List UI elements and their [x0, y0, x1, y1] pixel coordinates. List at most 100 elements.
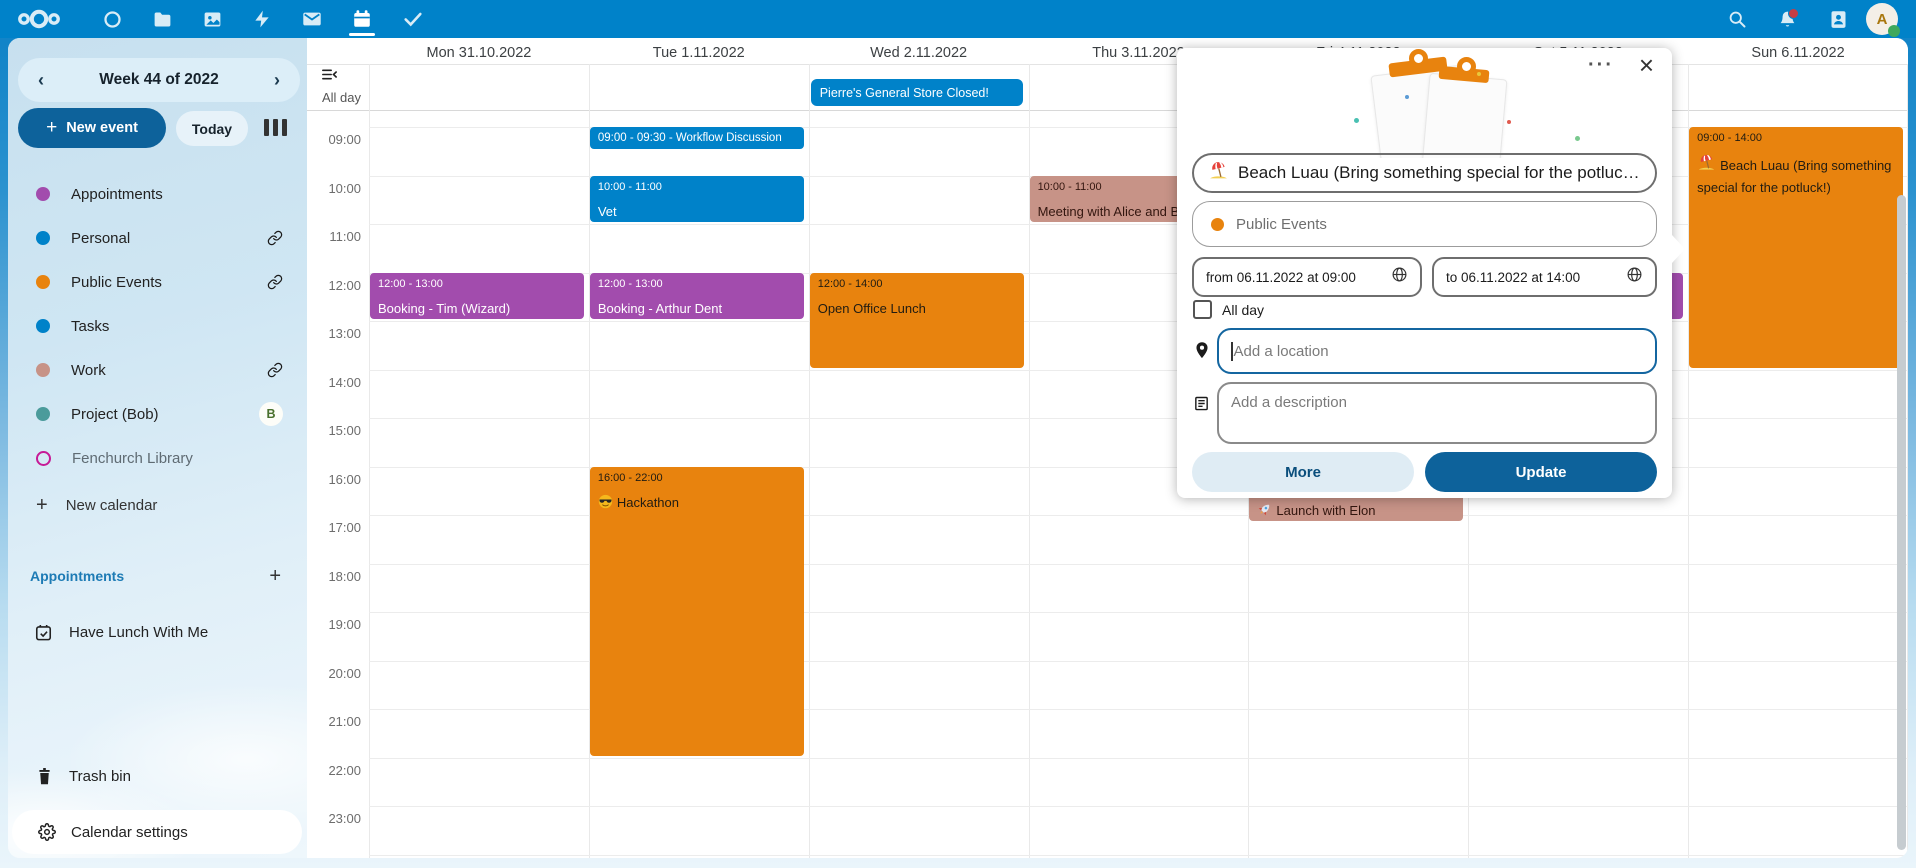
sidebar-calendar-fenchurch-library[interactable]: Fenchurch Library [8, 436, 307, 480]
today-label: Today [191, 120, 233, 137]
sidebar-calendar-tasks[interactable]: Tasks [8, 304, 307, 348]
description-textarea[interactable]: Add a description [1217, 382, 1657, 444]
trash-icon [36, 767, 53, 786]
previous-week-button[interactable]: ‹ [38, 69, 44, 90]
status-online-dot [1888, 25, 1900, 37]
sidebar-calendar-public-events[interactable]: Public Events [8, 260, 307, 304]
update-button[interactable]: Update [1425, 452, 1657, 492]
calendar-event[interactable]: 10:00 - 11:00 Vet [589, 175, 804, 222]
trash-bin-item[interactable]: Trash bin [8, 754, 307, 798]
calendar-color-dot [36, 231, 50, 245]
photos-app-icon[interactable] [190, 0, 234, 38]
timezone-globe-icon[interactable] [1626, 266, 1643, 288]
more-actions-icon[interactable]: ··· [1588, 54, 1614, 76]
calendar-select[interactable]: Public Events [1192, 201, 1657, 247]
activity-app-icon[interactable] [240, 0, 284, 38]
plus-icon: + [46, 117, 58, 138]
time-label: 15:00 [328, 423, 361, 438]
time-label: 22:00 [328, 762, 361, 778]
calendar-app-icon[interactable] [340, 0, 384, 38]
time-label: 17:00 [328, 520, 361, 535]
files-app-icon[interactable] [140, 0, 184, 38]
calendar-settings-button[interactable]: Calendar settings [12, 810, 302, 854]
plus-icon: + [36, 493, 48, 516]
all-day-checkbox-row[interactable]: All day [1193, 300, 1264, 319]
next-week-button[interactable]: › [273, 69, 280, 90]
calendar-color-dot [36, 407, 50, 421]
sidebar-calendar-appointments[interactable]: Appointments [8, 172, 307, 216]
event-title: Open Office Lunch [817, 300, 926, 316]
calendar-name: Personal [71, 229, 131, 247]
time-label: 12:00 [328, 277, 361, 293]
trash-bin-label: Trash bin [69, 767, 131, 785]
location-input[interactable]: Add a location [1217, 328, 1657, 374]
event-time: 10:00 - 11:00 [1037, 180, 1102, 193]
nextcloud-logo[interactable] [10, 0, 68, 38]
hour-gridline [369, 660, 1908, 662]
sidebar-calendar-project-bob-[interactable]: Project (Bob) B [8, 392, 307, 436]
calendar-event[interactable]: 16:00 - 22:00 Hackathon [589, 466, 804, 756]
search-icon[interactable] [1715, 0, 1759, 38]
mail-app-icon[interactable] [290, 0, 334, 38]
hour-gridline [369, 418, 1908, 419]
time-label: 21:00 [328, 714, 361, 729]
today-button[interactable]: Today [176, 111, 248, 146]
calendar-color-dot [36, 187, 50, 201]
calendar-event[interactable]: 09:00 - 14:00 Beach Luau (Bring something… [1689, 127, 1903, 368]
calendar-event[interactable]: 12:00 - 14:00 Open Office Lunch [809, 272, 1024, 368]
all-day-checkbox-label: All day [1222, 301, 1265, 318]
event-title: Vet [597, 203, 617, 219]
notification-badge [1788, 8, 1799, 19]
contacts-icon[interactable] [1816, 0, 1860, 38]
event-title-input[interactable]: Beach Luau (Bring something special for … [1192, 153, 1657, 193]
hour-gridline [369, 272, 1908, 274]
event-title: Booking - Tim (Wizard) [378, 300, 511, 316]
new-calendar-button[interactable]: + New calendar [8, 483, 307, 527]
view-columns-icon[interactable] [264, 119, 294, 137]
shared-avatar: B [259, 402, 283, 426]
new-event-button[interactable]: + New event [18, 108, 166, 148]
event-editor-popup: ··· × Beach Luau (Bring something specia… [1177, 48, 1685, 498]
avatar[interactable]: A [1866, 3, 1900, 37]
hour-gridline [369, 127, 1908, 128]
calendar-event[interactable]: 09:00 - 09:30 - Workflow Discussion [589, 127, 804, 150]
sidebar-calendar-personal[interactable]: Personal [8, 216, 307, 260]
share-link-icon[interactable] [267, 274, 283, 290]
event-time: 09:00 - 14:00 [1697, 132, 1762, 144]
calendar-color-dot [36, 363, 50, 377]
avatar-letter: A [1876, 10, 1888, 28]
active-app-underline [349, 33, 375, 36]
sidebar-calendar-work[interactable]: Work [8, 348, 307, 392]
calendar-event[interactable]: 12:00 - 13:00 Booking - Arthur Dent [589, 272, 804, 319]
event-title: Booking - Arthur Dent [597, 300, 723, 316]
calendar-name: Appointments [71, 185, 163, 203]
timezone-globe-icon[interactable] [1391, 266, 1408, 288]
start-date-input[interactable]: from 06.11.2022 at 09:00 [1192, 257, 1422, 297]
share-link-icon[interactable] [267, 362, 283, 378]
time-label: 11:00 [329, 229, 361, 244]
new-event-label: New event [66, 120, 138, 136]
more-button[interactable]: More [1192, 452, 1414, 492]
dashboard-app-icon[interactable] [90, 0, 134, 38]
beach-emoji [1697, 153, 1716, 178]
allday-event[interactable]: Pierre's General Store Closed! [810, 79, 1023, 106]
end-date-value: to 06.11.2022 at 14:00 [1446, 269, 1581, 285]
end-date-input[interactable]: to 06.11.2022 at 14:00 [1432, 257, 1657, 297]
hour-gridline [369, 806, 1908, 807]
column-gridline [808, 64, 810, 858]
collapse-sidebar-icon[interactable] [321, 67, 338, 87]
appointment-config-item[interactable]: Have Lunch With Me [8, 610, 307, 654]
appointments-section: Appointments + [8, 554, 307, 598]
tasks-app-icon[interactable] [391, 0, 435, 38]
beach-umbrella-emoji [1208, 160, 1229, 186]
share-link-icon[interactable] [267, 230, 283, 246]
calendar-event[interactable]: 12:00 - 13:00 Booking - Tim (Wizard) [370, 272, 584, 319]
hour-gridline [369, 369, 1908, 371]
hour-gridline [369, 612, 1908, 613]
vertical-scrollbar[interactable] [1897, 195, 1906, 850]
calendar-check-icon [34, 623, 53, 642]
close-icon[interactable]: × [1638, 50, 1654, 80]
add-appointment-config-button[interactable]: + [269, 564, 281, 587]
notifications-bell-icon[interactable] [1765, 0, 1809, 38]
all-day-checkbox[interactable] [1193, 300, 1212, 319]
